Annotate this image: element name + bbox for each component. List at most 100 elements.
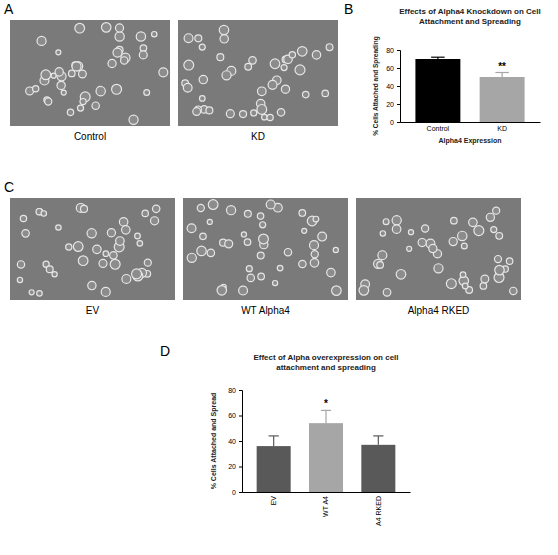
cell <box>247 274 254 281</box>
cell <box>481 275 489 283</box>
y-tick: 20 <box>386 101 400 108</box>
cell <box>193 108 201 116</box>
cell <box>396 269 406 279</box>
cell <box>446 279 456 289</box>
cell <box>257 87 266 96</box>
tick-label: 60 <box>386 65 394 72</box>
bar <box>309 423 343 492</box>
cell <box>79 70 87 78</box>
tick-mark <box>239 416 242 417</box>
cell <box>257 105 267 115</box>
cell <box>495 265 504 274</box>
cell <box>208 200 218 210</box>
cell <box>257 213 263 219</box>
cell <box>207 249 214 256</box>
tick-label: 0 <box>232 489 236 496</box>
y-tick: 40 <box>228 438 242 445</box>
cell <box>183 83 192 92</box>
panel-letter: A <box>4 1 14 17</box>
cell <box>93 245 101 253</box>
cell <box>51 73 56 78</box>
cell <box>241 232 246 237</box>
error-stem <box>325 410 326 423</box>
cell <box>273 281 278 286</box>
error-bar <box>269 436 279 446</box>
cell <box>20 215 26 221</box>
cell <box>281 85 289 93</box>
cell <box>119 218 127 226</box>
cell <box>17 261 24 268</box>
cell <box>302 91 308 97</box>
micrograph-ground <box>356 198 521 300</box>
tick-label: Control <box>427 125 450 132</box>
micrograph-ground <box>10 20 170 126</box>
x-axis: Control KD <box>401 122 541 132</box>
cell <box>249 57 256 64</box>
cell <box>52 272 57 277</box>
cell <box>152 32 157 37</box>
x-tick: A4 RKED <box>375 492 382 526</box>
y-tick: 60 <box>386 65 400 72</box>
tick-label: 20 <box>228 463 236 470</box>
cell <box>299 210 306 217</box>
cell <box>449 238 457 246</box>
y-tick: 60 <box>228 412 242 419</box>
cell <box>377 262 384 269</box>
cell <box>92 102 99 109</box>
cell <box>322 90 328 96</box>
cell <box>302 228 307 233</box>
tick-label: 80 <box>386 47 394 54</box>
y-axis: 0 20 40 60 80 <box>386 47 400 126</box>
image-caption: Control <box>74 131 106 142</box>
tick-label: 0 <box>390 119 394 126</box>
cell <box>45 98 52 105</box>
chart-title: Effects of Alpha4 Knockdown on CellAttac… <box>399 7 541 26</box>
cell <box>281 65 287 71</box>
cell <box>41 70 51 80</box>
error-bar <box>431 57 444 59</box>
image-caption: EV <box>86 305 100 316</box>
error-cap <box>495 72 508 73</box>
cell <box>144 90 150 96</box>
bar <box>257 446 291 492</box>
cell <box>110 252 117 259</box>
cell <box>41 211 46 216</box>
cell <box>284 248 291 255</box>
error-cap <box>321 410 331 411</box>
tick-mark <box>397 86 400 87</box>
cell <box>458 231 467 240</box>
cell <box>469 218 478 227</box>
cell <box>251 110 257 116</box>
tick-mark <box>239 492 242 493</box>
cell <box>184 60 194 70</box>
cell <box>332 286 342 296</box>
cell <box>135 233 141 239</box>
x-axis-title: Alpha4 Expression <box>438 137 501 145</box>
image-caption: KD <box>251 131 265 142</box>
cell <box>383 219 389 225</box>
cell <box>33 86 39 92</box>
tick-label: 20 <box>386 101 394 108</box>
cell <box>268 80 277 89</box>
tick-mark <box>239 441 242 442</box>
cell <box>222 71 231 80</box>
x-tick: KD <box>497 122 507 132</box>
cell <box>99 259 107 267</box>
cell <box>407 246 412 251</box>
cell <box>197 204 204 211</box>
micrograph <box>178 20 338 126</box>
cell <box>217 54 224 61</box>
error-stem <box>502 73 503 78</box>
cell <box>434 264 443 273</box>
cell <box>277 109 284 116</box>
cell <box>220 35 228 43</box>
y-tick: 40 <box>386 83 400 90</box>
cell <box>226 206 235 215</box>
title-line: Effect of Alpha overexpression on cell <box>253 353 398 362</box>
cell <box>112 84 122 94</box>
cell <box>29 290 34 295</box>
tick-mark <box>397 122 400 123</box>
tick-mark <box>239 467 242 468</box>
cell <box>80 99 86 105</box>
cell <box>56 50 61 55</box>
